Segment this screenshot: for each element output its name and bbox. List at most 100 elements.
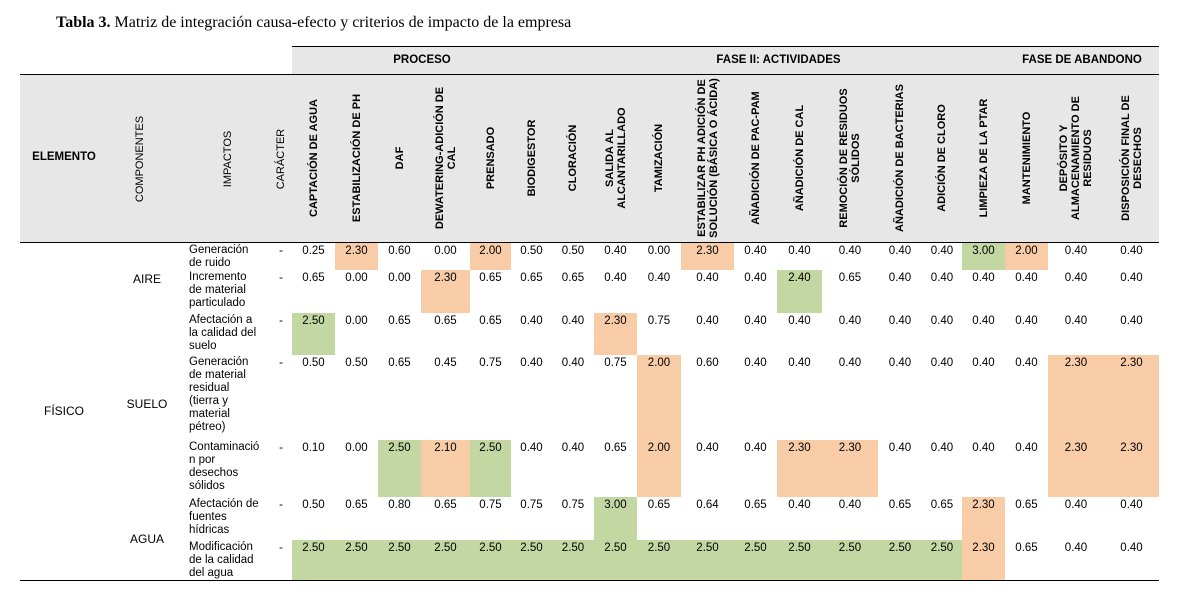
matrix-value: 0.00 bbox=[434, 245, 457, 257]
phase-label: PROCESO bbox=[393, 54, 451, 66]
matrix-value: 0.60 bbox=[388, 245, 411, 257]
matrix-value: 2.00 bbox=[470, 243, 511, 270]
matrix-value: 0.65 bbox=[930, 499, 954, 511]
matrix-value: 0.40 bbox=[930, 245, 954, 257]
table-caption: Tabla 3. Matriz de integración causa-efe… bbox=[56, 14, 571, 32]
impact-line: Generación bbox=[189, 356, 249, 368]
matrix-value: 0.40 bbox=[1064, 315, 1088, 327]
header-impactos: IMPACTOS bbox=[222, 130, 234, 188]
matrix-value: 0.40 bbox=[930, 357, 954, 369]
impact-line: hídricas bbox=[189, 524, 230, 536]
matrix-value: 2.50 bbox=[552, 540, 594, 580]
matrix-value: 0.50 bbox=[302, 357, 325, 369]
matrix-value: 2.30 bbox=[421, 270, 470, 313]
caracter-value: - bbox=[279, 272, 283, 284]
matrix-value: 0.40 bbox=[561, 442, 585, 454]
matrix-value: 2.30 bbox=[681, 243, 734, 270]
top-rule bbox=[292, 46, 1159, 47]
matrix-value: 0.50 bbox=[345, 357, 368, 369]
matrix-value: 0.40 bbox=[888, 357, 912, 369]
caracter-value: - bbox=[279, 315, 283, 327]
matrix-value: 0.40 bbox=[744, 245, 767, 257]
matrix-value: 0.65 bbox=[479, 315, 502, 327]
matrix-value: 0.65 bbox=[302, 272, 325, 284]
caption-text: Matriz de integración causa-efecto y cri… bbox=[114, 14, 572, 31]
matrix-value: 0.10 bbox=[302, 442, 325, 454]
matrix-value: 0.40 bbox=[788, 357, 811, 369]
impact-line: Generación bbox=[189, 244, 249, 256]
matrix-value: 0.65 bbox=[388, 357, 411, 369]
activity-header: BIODIGESTOR bbox=[525, 119, 538, 197]
matrix-value: 0.65 bbox=[1015, 499, 1038, 511]
matrix-value: 0.40 bbox=[561, 357, 585, 369]
matrix-value: 3.00 bbox=[962, 243, 1005, 270]
activity-header: ADICIÓN DE CLORO bbox=[936, 104, 948, 212]
matrix-value: 0.40 bbox=[1120, 272, 1143, 284]
matrix-value: 2.50 bbox=[681, 540, 734, 580]
matrix-value: 0.40 bbox=[888, 442, 912, 454]
caracter-value: - bbox=[279, 357, 283, 369]
matrix-value: 0.00 bbox=[345, 272, 368, 284]
matrix-value: 0.40 bbox=[972, 357, 995, 369]
activity-header: AÑADICIÓN DE CAL bbox=[793, 104, 806, 212]
impact-label: Afectación a la calidad del suelo bbox=[185, 313, 271, 355]
matrix-value: 0.75 bbox=[604, 357, 627, 369]
activity-header: ESTABILIZACIÓN DE PH bbox=[350, 93, 363, 223]
matrix-value: 0.65 bbox=[434, 315, 457, 327]
matrix-value: 2.30 bbox=[962, 540, 1005, 580]
matrix-value: 2.50 bbox=[378, 440, 421, 497]
activity-header: AÑADICIÓN DE BACTERIAS bbox=[894, 84, 906, 232]
activity-header: TAMIZACIÓN bbox=[653, 123, 665, 193]
impact-line: particulado bbox=[189, 297, 246, 309]
impact-line: del agua bbox=[189, 567, 234, 579]
matrix-value: 2.50 bbox=[335, 540, 378, 580]
bottom-rule bbox=[20, 580, 1159, 581]
matrix-value: 2.10 bbox=[421, 440, 470, 497]
caracter-value: - bbox=[279, 245, 283, 257]
activity-header: SALIDA AL ALCANTARILLADO bbox=[603, 107, 628, 209]
matrix-value: 0.40 bbox=[520, 442, 543, 454]
impact-line: Contaminació bbox=[189, 441, 260, 453]
matrix-value: 0.40 bbox=[930, 442, 954, 454]
activity-header: DEPÓSITO Y ALMACENAMIENTO DE RESIDUOS bbox=[1058, 96, 1094, 220]
element-label: FÍSICO bbox=[43, 404, 84, 418]
matrix-value: 0.65 bbox=[1015, 542, 1038, 554]
matrix-value: 2.50 bbox=[594, 540, 637, 580]
matrix-value: 0.40 bbox=[1064, 499, 1088, 511]
matrix-value: 0.65 bbox=[434, 499, 457, 511]
matrix-value: 0.45 bbox=[434, 357, 457, 369]
matrix-value: 0.25 bbox=[302, 245, 325, 257]
matrix-value: 0.40 bbox=[1015, 315, 1038, 327]
impact-line: material bbox=[189, 408, 230, 420]
matrix-value: 0.65 bbox=[388, 315, 411, 327]
activity-header: DEWATERING-ADICIÓN DE CAL bbox=[433, 86, 458, 230]
matrix-value: 0.65 bbox=[647, 499, 671, 511]
impact-label: Contaminació n por desechos sólidos bbox=[185, 440, 271, 497]
matrix-value: 0.00 bbox=[388, 272, 411, 284]
matrix-value: 2.00 bbox=[637, 355, 681, 440]
impact-line: residual bbox=[189, 382, 230, 394]
matrix-value: 0.75 bbox=[520, 499, 543, 511]
caracter-value: - bbox=[279, 542, 283, 554]
impact-line: fuentes bbox=[189, 511, 227, 523]
matrix-value: 0.40 bbox=[838, 499, 862, 511]
matrix-value: 0.75 bbox=[561, 499, 585, 511]
matrix-value: 0.40 bbox=[1120, 245, 1143, 257]
component-label: AIRE bbox=[132, 272, 161, 286]
activity-header: MANTENIMIENTO bbox=[1020, 111, 1033, 205]
matrix-value: 0.40 bbox=[838, 315, 862, 327]
matrix-value: 3.00 bbox=[594, 497, 637, 540]
matrix-value: 2.50 bbox=[292, 540, 335, 580]
matrix-value: 0.40 bbox=[838, 245, 862, 257]
impact-line: de material bbox=[189, 284, 246, 296]
matrix-value: 2.50 bbox=[378, 540, 421, 580]
matrix-value: 0.40 bbox=[788, 245, 811, 257]
matrix-value: 0.40 bbox=[744, 357, 767, 369]
matrix-value: 0.40 bbox=[838, 357, 862, 369]
matrix-value: 0.65 bbox=[520, 272, 543, 284]
header-rule bbox=[20, 74, 1159, 75]
caracter-value: - bbox=[279, 442, 283, 454]
caracter-value: - bbox=[279, 499, 283, 511]
matrix-value: 0.60 bbox=[696, 357, 719, 369]
component-label: AGUA bbox=[129, 532, 164, 546]
